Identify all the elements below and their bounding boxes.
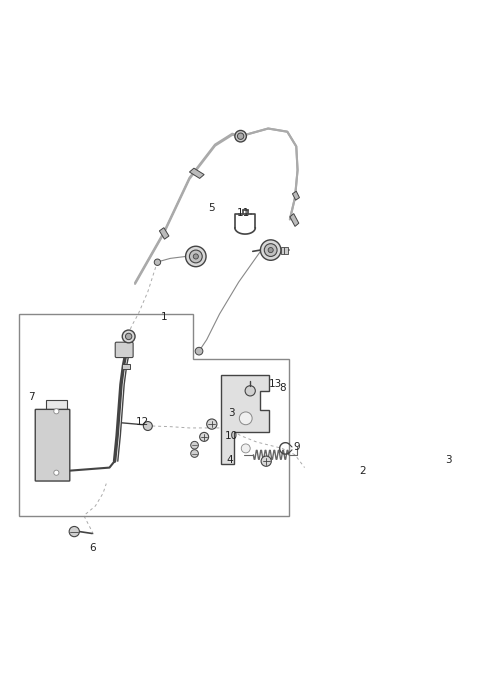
Circle shape [190, 250, 202, 263]
Polygon shape [190, 168, 204, 178]
FancyBboxPatch shape [281, 247, 285, 254]
Text: 1: 1 [160, 313, 167, 322]
Circle shape [240, 412, 252, 424]
Text: 9: 9 [293, 442, 300, 452]
Circle shape [264, 243, 277, 256]
Text: 8: 8 [279, 382, 286, 393]
Text: 5: 5 [208, 203, 215, 214]
Text: 6: 6 [89, 542, 96, 553]
Polygon shape [221, 375, 269, 464]
Circle shape [154, 259, 161, 265]
Circle shape [261, 456, 271, 466]
Circle shape [200, 433, 209, 441]
Circle shape [207, 419, 217, 429]
Circle shape [268, 247, 273, 253]
Circle shape [191, 441, 198, 449]
Text: 2: 2 [359, 466, 365, 476]
Text: 3: 3 [228, 408, 234, 418]
Circle shape [195, 347, 203, 355]
Circle shape [238, 133, 244, 140]
Circle shape [235, 130, 246, 142]
Circle shape [122, 330, 135, 343]
FancyBboxPatch shape [122, 363, 130, 370]
Circle shape [261, 240, 281, 260]
Text: 13: 13 [269, 380, 282, 389]
Text: 4: 4 [227, 455, 233, 465]
Circle shape [54, 409, 59, 414]
Polygon shape [290, 214, 299, 226]
FancyBboxPatch shape [46, 400, 67, 478]
Circle shape [54, 470, 59, 475]
Text: 10: 10 [225, 431, 238, 441]
Circle shape [245, 386, 255, 396]
FancyBboxPatch shape [115, 342, 133, 357]
Circle shape [191, 450, 198, 458]
Polygon shape [292, 191, 300, 200]
Circle shape [125, 334, 132, 340]
Circle shape [241, 444, 250, 453]
FancyBboxPatch shape [285, 247, 288, 254]
Text: 12: 12 [136, 416, 149, 426]
Circle shape [186, 246, 206, 266]
Text: 3: 3 [445, 455, 452, 465]
Circle shape [144, 422, 152, 431]
Polygon shape [159, 228, 169, 239]
Circle shape [193, 254, 198, 259]
FancyBboxPatch shape [35, 410, 70, 481]
Text: 7: 7 [28, 392, 35, 402]
Text: 11: 11 [237, 208, 251, 218]
Circle shape [69, 526, 79, 537]
